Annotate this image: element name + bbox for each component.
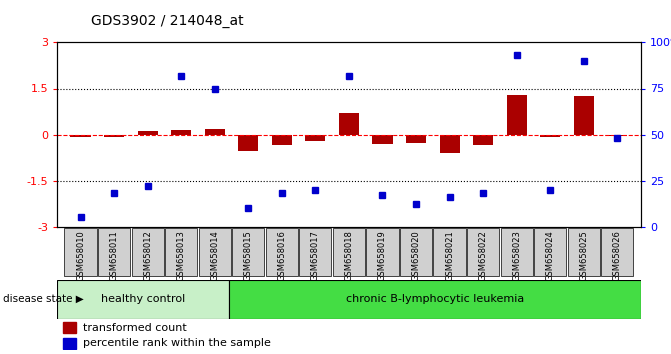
FancyBboxPatch shape: [299, 228, 331, 276]
Text: GSM658013: GSM658013: [176, 230, 186, 281]
FancyBboxPatch shape: [433, 228, 466, 276]
Bar: [507, 95, 527, 135]
FancyBboxPatch shape: [266, 228, 298, 276]
Text: GSM658011: GSM658011: [109, 230, 119, 280]
Text: disease state ▶: disease state ▶: [3, 294, 84, 304]
Text: GSM658021: GSM658021: [445, 230, 454, 280]
Text: GSM658016: GSM658016: [277, 230, 287, 281]
Bar: [272, 135, 292, 145]
FancyBboxPatch shape: [232, 228, 264, 276]
FancyBboxPatch shape: [400, 228, 432, 276]
Bar: [607, 135, 627, 136]
FancyBboxPatch shape: [165, 228, 197, 276]
Bar: [171, 130, 191, 135]
Text: GSM658022: GSM658022: [478, 230, 488, 280]
Bar: [540, 135, 560, 137]
FancyBboxPatch shape: [601, 228, 633, 276]
FancyBboxPatch shape: [64, 228, 97, 276]
Text: GSM658020: GSM658020: [411, 230, 421, 280]
FancyBboxPatch shape: [132, 228, 164, 276]
Bar: [574, 96, 594, 135]
FancyBboxPatch shape: [98, 228, 130, 276]
Text: GSM658012: GSM658012: [143, 230, 152, 280]
Text: GSM658023: GSM658023: [512, 230, 521, 281]
Text: GSM658018: GSM658018: [344, 230, 354, 281]
Bar: [63, 322, 76, 333]
Bar: [372, 135, 393, 144]
Text: chronic B-lymphocytic leukemia: chronic B-lymphocytic leukemia: [346, 294, 524, 304]
Text: GSM658026: GSM658026: [613, 230, 622, 281]
Text: GSM658017: GSM658017: [311, 230, 320, 281]
Bar: [305, 135, 325, 141]
FancyBboxPatch shape: [333, 228, 365, 276]
Text: GSM658015: GSM658015: [244, 230, 253, 280]
FancyBboxPatch shape: [534, 228, 566, 276]
Bar: [339, 113, 359, 135]
Bar: [473, 135, 493, 145]
FancyBboxPatch shape: [501, 228, 533, 276]
Bar: [440, 135, 460, 153]
Bar: [205, 129, 225, 135]
Text: healthy control: healthy control: [101, 294, 185, 304]
Bar: [138, 131, 158, 135]
Text: transformed count: transformed count: [83, 322, 187, 332]
Text: GSM658024: GSM658024: [546, 230, 555, 280]
Bar: [104, 135, 124, 137]
Bar: [229, 280, 641, 319]
Text: GSM658019: GSM658019: [378, 230, 387, 280]
Bar: [70, 135, 91, 137]
Text: GDS3902 / 214048_at: GDS3902 / 214048_at: [91, 14, 243, 28]
Text: GSM658025: GSM658025: [579, 230, 588, 280]
Text: GSM658010: GSM658010: [76, 230, 85, 280]
Bar: [57, 280, 229, 319]
FancyBboxPatch shape: [199, 228, 231, 276]
Bar: [238, 135, 258, 152]
Bar: [63, 338, 76, 349]
FancyBboxPatch shape: [467, 228, 499, 276]
FancyBboxPatch shape: [366, 228, 399, 276]
Bar: [406, 135, 426, 143]
Text: percentile rank within the sample: percentile rank within the sample: [83, 338, 271, 348]
Text: GSM658014: GSM658014: [210, 230, 219, 280]
FancyBboxPatch shape: [568, 228, 600, 276]
